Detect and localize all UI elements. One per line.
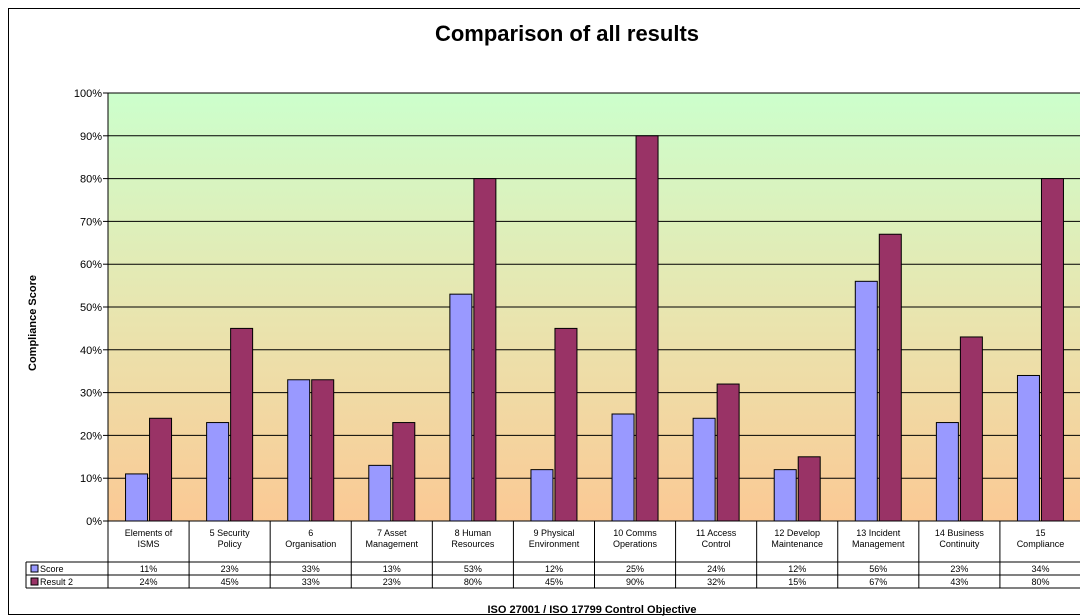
data-label: 90% xyxy=(626,577,644,587)
legend-label: Result 2 xyxy=(40,577,73,587)
bar-result-2 xyxy=(797,456,821,522)
x-axis-label: ISO 27001 / ISO 17799 Control Objective xyxy=(487,604,696,616)
bar-result-2 xyxy=(311,379,335,522)
data-label: 24% xyxy=(707,564,725,574)
category-label: Operations xyxy=(613,539,658,549)
data-label: 34% xyxy=(1031,564,1049,574)
data-label: 23% xyxy=(950,564,968,574)
category-label: 12 Develop xyxy=(774,528,820,538)
y-tick-label: 80% xyxy=(80,174,102,186)
category-label: 11 Access xyxy=(696,528,737,538)
category-label: 6 xyxy=(308,528,313,538)
bar-result-2 xyxy=(716,383,740,522)
bar-result-2 xyxy=(473,178,497,522)
y-tick-label: 60% xyxy=(80,259,102,271)
bar-result-2 xyxy=(959,336,983,522)
bar-result-2 xyxy=(392,422,416,522)
data-label: 32% xyxy=(707,577,725,587)
data-label: 45% xyxy=(221,577,239,587)
bar-result-2 xyxy=(230,327,254,522)
y-tick-label: 30% xyxy=(80,388,102,400)
category-label: Compliance xyxy=(1017,539,1065,549)
bar-score xyxy=(611,413,635,522)
data-label: 53% xyxy=(464,564,482,574)
category-label: ISMS xyxy=(138,539,160,549)
category-label: 7 Asset xyxy=(377,528,407,538)
legend-key-score xyxy=(30,564,39,573)
data-label: 80% xyxy=(1031,577,1049,587)
category-label: 13 Incident xyxy=(856,528,901,538)
data-label: 67% xyxy=(869,577,887,587)
data-label: 45% xyxy=(545,577,563,587)
category-label: Maintenance xyxy=(771,539,823,549)
category-label: Control xyxy=(702,539,731,549)
data-label: 33% xyxy=(302,564,320,574)
data-label: 24% xyxy=(140,577,158,587)
bar-result-2 xyxy=(878,233,902,522)
bar-score xyxy=(773,469,797,522)
category-label: Resources xyxy=(451,539,495,549)
bar-result-2 xyxy=(554,327,578,522)
bar-score xyxy=(692,417,716,522)
data-label: 15% xyxy=(788,577,806,587)
y-tick-label: 100% xyxy=(74,88,102,100)
y-tick-label: 20% xyxy=(80,430,102,442)
bar-score xyxy=(449,293,473,522)
bar-score xyxy=(368,464,392,522)
y-tick-label: 0% xyxy=(86,516,102,528)
legend-key-result-2 xyxy=(30,577,39,586)
bar-chart: Comparison of all results Compliance Sco… xyxy=(25,21,1080,616)
category-label: 15 xyxy=(1035,528,1045,538)
category-label: 14 Business xyxy=(935,528,985,538)
data-label: 56% xyxy=(869,564,887,574)
data-label: 23% xyxy=(221,564,239,574)
category-label: 8 Human xyxy=(455,528,492,538)
bar-score xyxy=(935,422,959,522)
category-label: Organisation xyxy=(285,539,336,549)
y-tick-label: 50% xyxy=(80,302,102,314)
bar-score xyxy=(854,280,878,522)
bar-score xyxy=(125,473,149,522)
y-tick-label: 70% xyxy=(80,216,102,228)
bar-score xyxy=(530,469,554,522)
category-label: Policy xyxy=(218,539,243,549)
legend-label: Score xyxy=(40,564,64,574)
y-tick-label: 10% xyxy=(80,473,102,485)
data-label: 13% xyxy=(383,564,401,574)
plot-area: 0% 10% 20% 30% 40% 50% 60% 70% 80% 90% 100% Element… xyxy=(25,88,1080,589)
bar-result-2 xyxy=(149,417,173,522)
bar-score xyxy=(1016,374,1040,522)
chart-frame: Comparison of all results Compliance Sco… xyxy=(8,8,1080,616)
data-label: 12% xyxy=(788,564,806,574)
category-label: Continuity xyxy=(939,539,980,549)
data-label: 43% xyxy=(950,577,968,587)
category-label: Elements of xyxy=(125,528,173,538)
category-label: Environment xyxy=(529,539,580,549)
data-label: 25% xyxy=(626,564,644,574)
bar-score xyxy=(287,379,311,522)
category-label: 9 Physical xyxy=(533,528,574,538)
y-tick-label: 90% xyxy=(80,131,102,143)
data-label: 33% xyxy=(302,577,320,587)
data-label: 23% xyxy=(383,577,401,587)
data-label: 11% xyxy=(140,564,157,574)
category-label: Management xyxy=(852,539,905,549)
data-label: 12% xyxy=(545,564,563,574)
bar-result-2 xyxy=(1040,178,1064,522)
chart-title: Comparison of all results xyxy=(435,21,699,46)
y-axis-label: Compliance Score xyxy=(27,275,39,371)
bar-result-2 xyxy=(635,135,659,522)
data-label: 80% xyxy=(464,577,482,587)
category-label: Management xyxy=(366,539,419,549)
y-tick-label: 40% xyxy=(80,345,102,357)
category-label: 5 Security xyxy=(210,528,251,538)
category-label: 10 Comms xyxy=(613,528,657,538)
bar-score xyxy=(206,422,230,522)
